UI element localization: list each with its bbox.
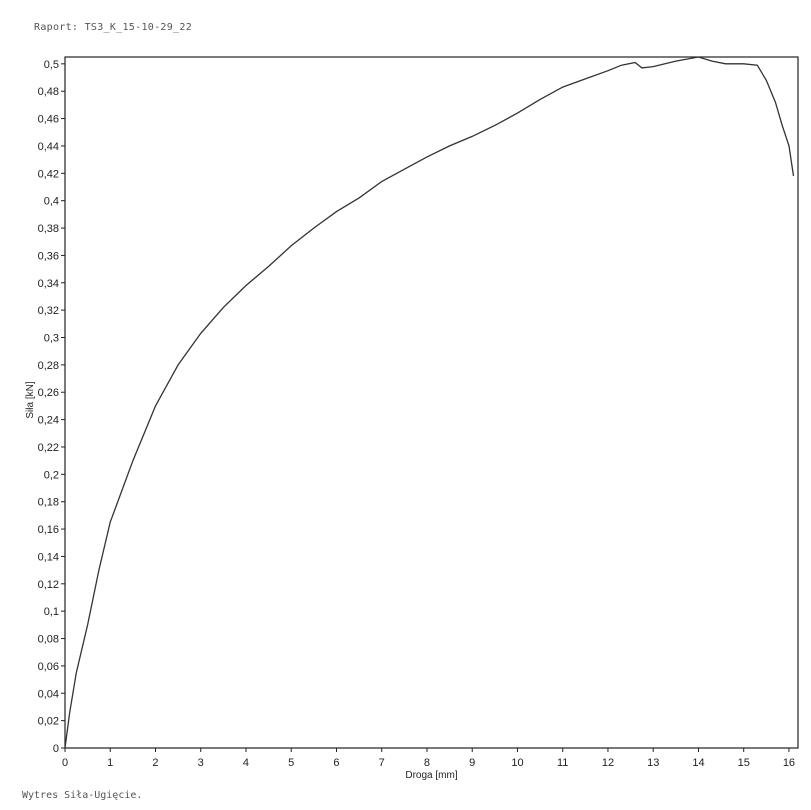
- y-tick-label: 0,16: [38, 524, 59, 536]
- y-tick-label: 0,38: [38, 223, 59, 235]
- x-tick-label: 11: [557, 757, 568, 769]
- x-axis: 0 1 2 3 4 5 6 7 8 9 10 11 12 13 14 15 16: [62, 748, 795, 769]
- chart-caption: Wytres Siła-Ugięcie.: [22, 790, 143, 801]
- x-tick-label: 10: [511, 757, 523, 769]
- y-tick-label: 0: [53, 743, 59, 755]
- x-tick-label: 14: [692, 757, 704, 769]
- y-tick-label: 0,3: [44, 333, 59, 345]
- x-tick-label: 13: [647, 757, 659, 769]
- plot-frame: [64, 56, 799, 749]
- x-tick-label: 12: [602, 757, 614, 769]
- y-tick-label: 0,48: [38, 86, 59, 98]
- y-tick-label: 0,32: [38, 305, 59, 317]
- x-tick-label: 3: [198, 757, 204, 769]
- x-tick-label: 7: [379, 757, 385, 769]
- y-tick-label: 0,2: [44, 469, 59, 481]
- y-tick-label: 0,34: [38, 278, 59, 290]
- y-tick-label: 0,42: [38, 168, 59, 180]
- x-tick-label: 16: [783, 757, 795, 769]
- y-tick-label: 0,1: [44, 606, 59, 618]
- y-tick-label: 0,14: [38, 551, 59, 563]
- x-tick-label: 4: [243, 757, 249, 769]
- x-tick-label: 1: [107, 757, 113, 769]
- y-tick-label: 0,24: [38, 415, 59, 427]
- y-tick-label: 0,02: [38, 716, 59, 728]
- x-tick-label: 9: [469, 757, 475, 769]
- y-tick-label: 0,5: [44, 59, 59, 71]
- y-tick-label: 0,12: [38, 579, 59, 591]
- x-tick-label: 2: [152, 757, 158, 769]
- y-axis: 0 0,02 0,04 0,06 0,08 0,1 0,12 0,14 0,16 0,18 0,2 0…: [38, 59, 65, 755]
- x-axis-title: Droga [mm]: [405, 770, 457, 781]
- y-tick-label: 0,18: [38, 497, 59, 509]
- y-tick-label: 0,06: [38, 661, 59, 673]
- y-tick-label: 0,46: [38, 114, 59, 126]
- y-tick-label: 0,08: [38, 634, 59, 646]
- x-tick-label: 5: [288, 757, 294, 769]
- y-tick-label: 0,44: [38, 141, 59, 153]
- x-tick-label: 15: [738, 757, 750, 769]
- y-tick-label: 0,26: [38, 387, 59, 399]
- y-axis-title: Siła [kN]: [25, 381, 36, 418]
- y-tick-label: 0,22: [38, 442, 59, 454]
- force-deflection-line: [64, 56, 795, 749]
- x-tick-label: 0: [62, 757, 68, 769]
- x-tick-label: 8: [424, 757, 430, 769]
- y-tick-label: 0,04: [38, 688, 59, 700]
- y-tick-label: 0,4: [44, 196, 59, 208]
- y-tick-label: 0,28: [38, 360, 59, 372]
- x-tick-label: 6: [333, 757, 339, 769]
- y-tick-label: 0,36: [38, 250, 59, 262]
- report-title: Raport: TS3_K_15-10-29_22: [34, 22, 193, 33]
